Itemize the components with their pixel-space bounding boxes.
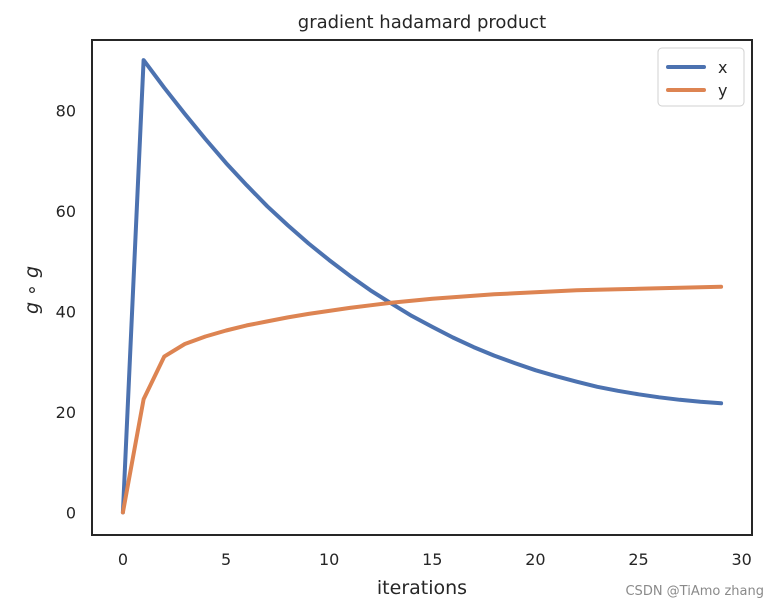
y-tick-label: 20 (56, 403, 76, 422)
series-layer (120, 58, 724, 515)
chart-title: gradient hadamard product (298, 12, 546, 33)
legend: xy (657, 47, 745, 107)
watermark-text: CSDN @TiAmo zhang (625, 584, 764, 599)
legend-box (657, 47, 745, 107)
y-tick-label: 40 (56, 302, 76, 321)
y-axis-label: g ∘ g (21, 266, 43, 314)
series-line-x (120, 58, 724, 515)
y-tick-label: 0 (66, 503, 76, 522)
x-tick-label: 15 (422, 550, 442, 569)
x-tick-label: 25 (628, 550, 648, 569)
y-axis: 0 20 40 60 80 (56, 101, 76, 522)
legend-label-x: x (718, 58, 727, 77)
legend-label-y: y (718, 81, 727, 100)
x-axis-label: iterations (377, 577, 467, 599)
series-line-y (120, 284, 724, 515)
x-tick-label: 0 (118, 550, 128, 569)
y-tick-label: 80 (56, 101, 76, 120)
x-tick-label: 5 (221, 550, 231, 569)
x-axis: 0 5 10 15 20 25 30 (118, 550, 752, 569)
x-tick-label: 20 (525, 550, 545, 569)
y-tick-label: 60 (56, 202, 76, 221)
x-tick-label: 10 (319, 550, 339, 569)
x-tick-label: 30 (732, 550, 752, 569)
